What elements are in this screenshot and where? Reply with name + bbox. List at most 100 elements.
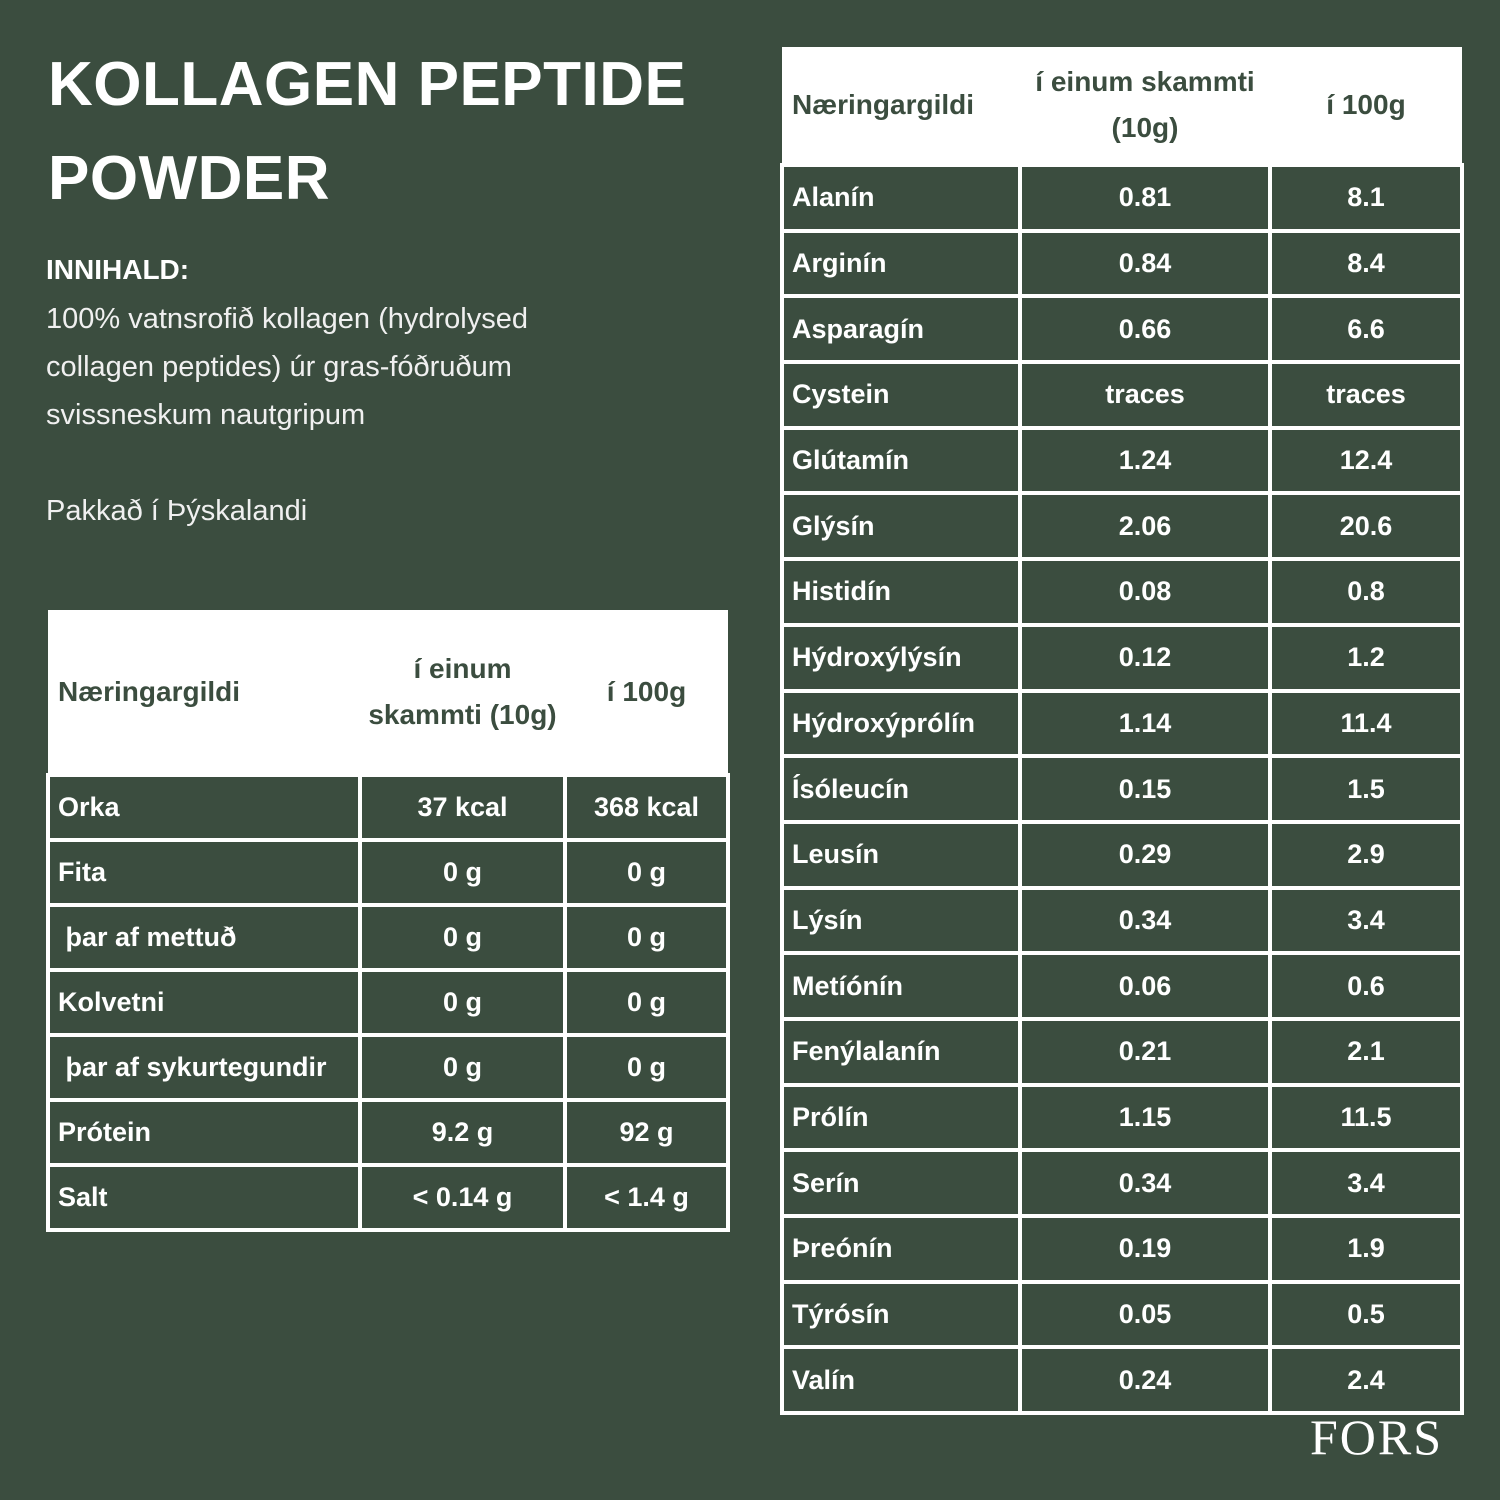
table-cell: Cystein bbox=[780, 360, 1022, 430]
table-cell: 0.34 bbox=[1018, 885, 1272, 956]
table-cell: Týrósín bbox=[780, 1279, 1022, 1350]
table-row: Prótein 9.2 g 92 g bbox=[46, 1098, 730, 1167]
table-cell: Glýsín bbox=[780, 491, 1022, 562]
table-row: Histidín 0.08 0.8 bbox=[780, 557, 1464, 627]
table-cell: 37 kcal bbox=[358, 773, 567, 842]
table-cell: 11.4 bbox=[1268, 688, 1464, 759]
table-row: Hýdroxýlýsín 0.12 1.2 bbox=[780, 622, 1464, 693]
table-cell: Leusín bbox=[780, 819, 1022, 890]
table-row: Hýdroxýprólín 1.14 11.4 bbox=[780, 688, 1464, 759]
table-cell: 0 g bbox=[563, 838, 730, 907]
table-row: Salt < 0.14 g < 1.4 g bbox=[46, 1163, 730, 1232]
column-header: í 100g bbox=[1270, 47, 1462, 165]
table-cell: Alanín bbox=[780, 163, 1022, 233]
table-cell: 0 g bbox=[358, 1033, 567, 1102]
table-row: Týrósín 0.05 0.5 bbox=[780, 1279, 1464, 1350]
table-cell: Ísóleucín bbox=[780, 754, 1022, 824]
title: POWDER bbox=[48, 144, 330, 213]
table-cell: 0.12 bbox=[1018, 622, 1272, 693]
table-row: Prólín 1.15 11.5 bbox=[780, 1082, 1464, 1153]
table-cell: Þreónín bbox=[780, 1214, 1022, 1284]
table-cell: traces bbox=[1268, 360, 1464, 430]
table-cell: 1.15 bbox=[1018, 1082, 1272, 1153]
table-cell: Fenýlalanín bbox=[780, 1016, 1022, 1087]
table-row: Þreónín 0.19 1.9 bbox=[780, 1214, 1464, 1284]
table-cell: Arginín bbox=[780, 228, 1022, 299]
table-row: Asparagín 0.66 6.6 bbox=[780, 294, 1464, 365]
table-cell: 1.14 bbox=[1018, 688, 1272, 759]
table-cell: Hýdroxýprólín bbox=[780, 688, 1022, 759]
table-cell: Salt bbox=[46, 1163, 362, 1232]
table-cell: 9.2 g bbox=[358, 1098, 567, 1167]
table-row: Metíónín 0.06 0.6 bbox=[780, 951, 1464, 1021]
table-cell: 3.4 bbox=[1268, 1148, 1464, 1218]
table-cell: 1.5 bbox=[1268, 754, 1464, 824]
table-cell: 1.24 bbox=[1018, 425, 1272, 496]
table-cell: 8.1 bbox=[1268, 163, 1464, 233]
table-row: Leusín 0.29 2.9 bbox=[780, 819, 1464, 890]
table-cell: 11.5 bbox=[1268, 1082, 1464, 1153]
table-cell: traces bbox=[1018, 360, 1272, 430]
table-cell: Lýsín bbox=[780, 885, 1022, 956]
table-cell: 0.24 bbox=[1018, 1345, 1272, 1416]
logo: FORS bbox=[1310, 1409, 1444, 1465]
column-header: Næringargildi bbox=[48, 610, 360, 775]
table-row: Arginín 0.84 8.4 bbox=[780, 228, 1464, 299]
table-row: Ísóleucín 0.15 1.5 bbox=[780, 754, 1464, 824]
table-cell: Metíónín bbox=[780, 951, 1022, 1021]
table-cell: 0.21 bbox=[1018, 1016, 1272, 1087]
table-cell: Kolvetni bbox=[46, 968, 362, 1037]
table-row: Glútamín 1.24 12.4 bbox=[780, 425, 1464, 496]
column-header: í einum skammti (10g) bbox=[360, 610, 565, 775]
table-cell: 2.9 bbox=[1268, 819, 1464, 890]
table-cell: 0.08 bbox=[1018, 557, 1272, 627]
table-cell: Prólín bbox=[780, 1082, 1022, 1153]
table-cell: 0 g bbox=[358, 968, 567, 1037]
table-row: Cystein traces traces bbox=[780, 360, 1464, 430]
table-cell: 12.4 bbox=[1268, 425, 1464, 496]
table-cell: 0.06 bbox=[1018, 951, 1272, 1021]
table-row: Valín 0.24 2.4 bbox=[780, 1345, 1464, 1416]
table-cell: Serín bbox=[780, 1148, 1022, 1218]
table-cell: 0 g bbox=[358, 903, 567, 972]
header-row: Næringargildi í einum skammti (10g) í 100g bbox=[782, 47, 1462, 165]
title-block: KOLLAGEN PEPTIDE POWDER bbox=[48, 38, 686, 226]
header-row: Næringargildi í einum skammti (10g) í 100g bbox=[48, 610, 728, 775]
table-cell: 0 g bbox=[563, 903, 730, 972]
table-cell: 0.84 bbox=[1018, 228, 1272, 299]
table-cell: 0.05 bbox=[1018, 1279, 1272, 1350]
table-cell: 2.1 bbox=[1268, 1016, 1464, 1087]
table-row: Lýsín 0.34 3.4 bbox=[780, 885, 1464, 956]
table-cell: 0.66 bbox=[1018, 294, 1272, 365]
table-cell: Asparagín bbox=[780, 294, 1022, 365]
table-cell: 0.19 bbox=[1018, 1214, 1272, 1284]
table-cell: 0.15 bbox=[1018, 754, 1272, 824]
table-row: Glýsín 2.06 20.6 bbox=[780, 491, 1464, 562]
table-cell: þar af mettuð bbox=[46, 903, 362, 972]
title: KOLLAGEN PEPTIDE bbox=[48, 50, 687, 119]
table-row: Fenýlalanín 0.21 2.1 bbox=[780, 1016, 1464, 1087]
table-cell: Histidín bbox=[780, 557, 1022, 627]
table-cell: 0.34 bbox=[1018, 1148, 1272, 1218]
table-cell: < 1.4 g bbox=[563, 1163, 730, 1232]
amino-table: Næringargildi í einum skammti (10g) í 100g… bbox=[780, 47, 1464, 1416]
table-row: Orka 37 kcal 368 kcal bbox=[46, 773, 730, 842]
table-cell: þar af sykurtegundir bbox=[46, 1033, 362, 1102]
table-cell: 6.6 bbox=[1268, 294, 1464, 365]
table-cell: 0.29 bbox=[1018, 819, 1272, 890]
table-cell: 0 g bbox=[563, 1033, 730, 1102]
nutrition-table: Næringargildi í einum skammti (10g) í 100g… bbox=[46, 610, 730, 1232]
ingredients-label: INNIHALD: bbox=[46, 254, 190, 285]
table-cell: 2.4 bbox=[1268, 1345, 1464, 1416]
table-cell: Prótein bbox=[46, 1098, 362, 1167]
table-cell: 92 g bbox=[563, 1098, 730, 1167]
table-cell: Glútamín bbox=[780, 425, 1022, 496]
table-cell: 0.6 bbox=[1268, 951, 1464, 1021]
table-cell: 2.06 bbox=[1018, 491, 1272, 562]
table-cell: 0.8 bbox=[1268, 557, 1464, 627]
